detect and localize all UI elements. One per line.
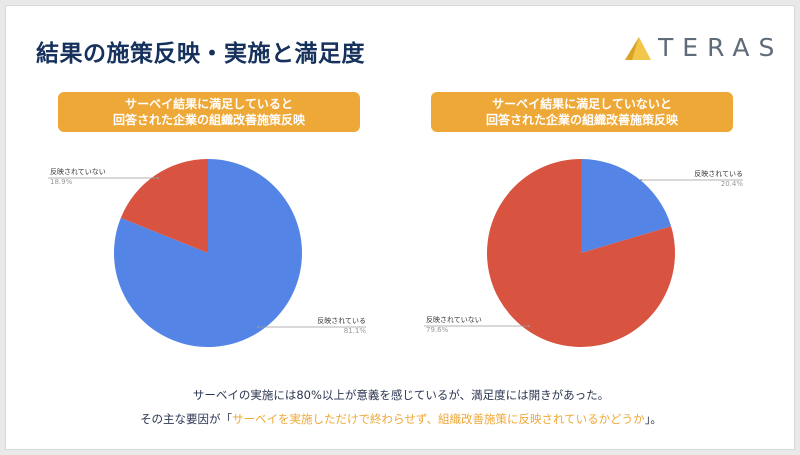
chart1-label-reflected: 反映されている bbox=[317, 316, 366, 325]
chart1-banner-line2: 回答された企業の組織改善施策反映 bbox=[112, 113, 305, 127]
chart1-label-not-reflected: 反映されていない bbox=[50, 167, 106, 176]
chart1: 反映されていない 18.9% 反映されている 81.1% bbox=[48, 159, 366, 347]
chart2-banner-line2: 回答された企業の組織改善施策反映 bbox=[485, 113, 678, 127]
chart2-slice-not-reflected bbox=[486, 158, 675, 348]
chart1-banner-line1: サーベイ結果に満足していると bbox=[125, 97, 293, 111]
triangle-logo-icon bbox=[625, 37, 651, 60]
chart2-slice-reflected bbox=[581, 159, 672, 253]
chart2-leader-dot-1 bbox=[640, 179, 642, 181]
summary-line-2-prefix: その主な要因が「 bbox=[140, 412, 233, 426]
chart1-banner: サーベイ結果に満足していると 回答された企業の組織改善施策反映 bbox=[58, 92, 360, 132]
chart1-slice-not-reflected bbox=[120, 159, 208, 253]
chart1-slice-reflected bbox=[114, 159, 303, 347]
slide: 結果の施策反映・実施と満足度 TERAS サーベイ結果に満足していると 回答され… bbox=[5, 5, 795, 450]
chart2-leader-dot-2 bbox=[528, 325, 530, 327]
summary-line-2: その主な要因が「サーベイを実施しただけで終わらせず、組織改善施策に反映されている… bbox=[6, 411, 794, 427]
chart2-label-not-reflected: 反映されていない bbox=[426, 315, 482, 324]
chart2-pct-not-reflected: 79.6% bbox=[426, 326, 449, 334]
summary-line-2-suffix: 」。 bbox=[644, 412, 662, 426]
chart1-pct-reflected: 81.1% bbox=[344, 327, 367, 335]
summary-highlight: サーベイを実施しただけで終わらせず、組織改善施策に反映されているかどうか bbox=[232, 412, 645, 426]
chart2: 反映されている 20.4% 反映されていない 79.6% bbox=[424, 158, 744, 348]
logo-text: TERAS bbox=[658, 33, 784, 62]
chart2-label-reflected: 反映されている bbox=[694, 169, 743, 178]
pie-charts: 反映されていない 18.9% 反映されている 81.1% 反映されている 20.… bbox=[48, 158, 744, 348]
page-title: 結果の施策反映・実施と満足度 bbox=[36, 41, 365, 67]
teras-logo: TERAS bbox=[622, 33, 787, 64]
chart2-banner-line1: サーベイ結果に満足していないと bbox=[492, 97, 672, 111]
chart2-banner: サーベイ結果に満足していないと 回答された企業の組織改善施策反映 bbox=[431, 92, 733, 132]
chart1-pct-not-reflected: 18.9% bbox=[50, 178, 73, 186]
chart1-leader-dot-2 bbox=[257, 326, 259, 328]
chart1-leader-dot-1 bbox=[157, 177, 159, 179]
chart2-pct-reflected: 20.4% bbox=[721, 180, 744, 188]
summary-line-1: サーベイの実施には80%以上が意義を感じているが、満足度には開きがあった。 bbox=[192, 388, 610, 402]
